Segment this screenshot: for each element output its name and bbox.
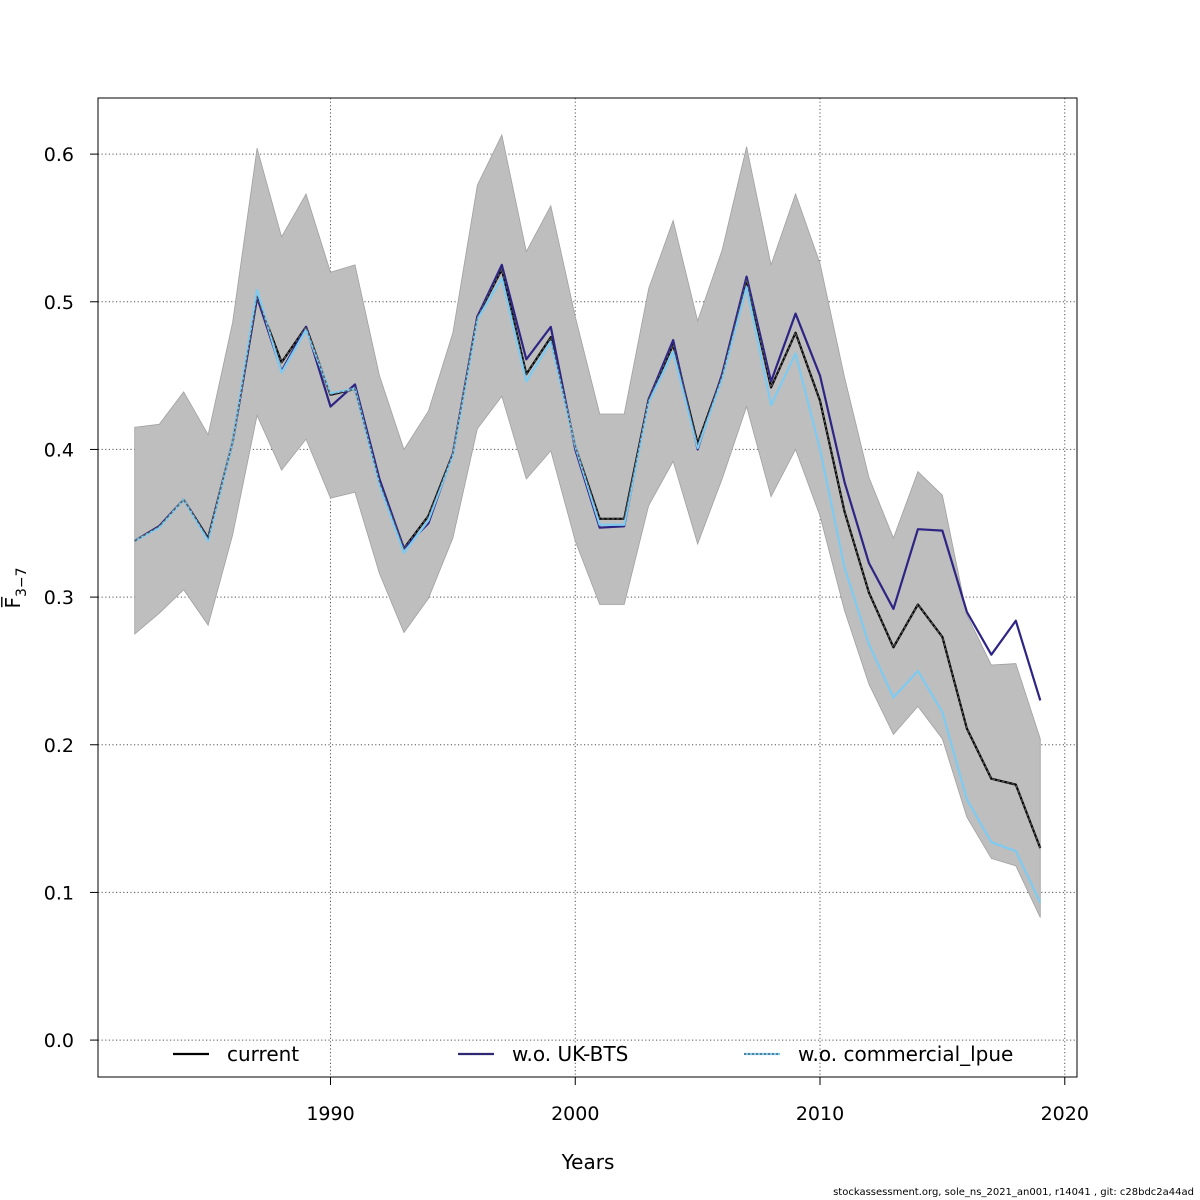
series-line-2 bbox=[134, 277, 1042, 904]
y-tick-label: 0.4 bbox=[44, 439, 74, 461]
y-tick-label: 0.2 bbox=[44, 735, 74, 757]
legend-label-0: current bbox=[227, 1042, 299, 1066]
x-axis-title: Years bbox=[561, 1150, 615, 1174]
y-axis-title-sub: 3−7 bbox=[14, 567, 30, 597]
confidence-band-layer bbox=[134, 133, 1041, 918]
y-tick-label: 0.5 bbox=[44, 292, 74, 314]
y-axis-title-main: F̅ bbox=[0, 596, 25, 609]
footer-credit: stockassessment.org, sole_ns_2021_an001,… bbox=[833, 1187, 1194, 1198]
plot-frame bbox=[97, 97, 1078, 1078]
y-tick-label: 0.3 bbox=[44, 587, 74, 609]
legend-label-1: w.o. UK-BTS bbox=[512, 1042, 628, 1066]
legend-label-2: w.o. commercial_lpue bbox=[798, 1042, 1013, 1066]
legend: current w.o. UK-BTS w.o. commercial_lpue bbox=[173, 1042, 1013, 1066]
x-tick-label: 2020 bbox=[1041, 1103, 1089, 1125]
y-tick-label: 0.1 bbox=[44, 882, 74, 904]
x-tick-label: 2010 bbox=[796, 1103, 844, 1125]
series-layer bbox=[134, 263, 1042, 904]
axes: 1990 2000 2010 2020 0.0 0.1 0.2 0.3 0.4 0.5 0.6 bbox=[44, 144, 1089, 1125]
y-tick-label: 0.0 bbox=[44, 1030, 74, 1052]
y-tick-label: 0.6 bbox=[44, 144, 74, 166]
x-tick-label: 2000 bbox=[551, 1103, 599, 1125]
series-line-current-dash bbox=[134, 267, 1041, 849]
y-axis-title: F̅3−7 bbox=[0, 567, 30, 608]
x-tick-label: 1990 bbox=[306, 1103, 354, 1125]
svg-text:F̅3−7: F̅3−7 bbox=[0, 567, 30, 608]
confidence-band bbox=[134, 133, 1041, 918]
